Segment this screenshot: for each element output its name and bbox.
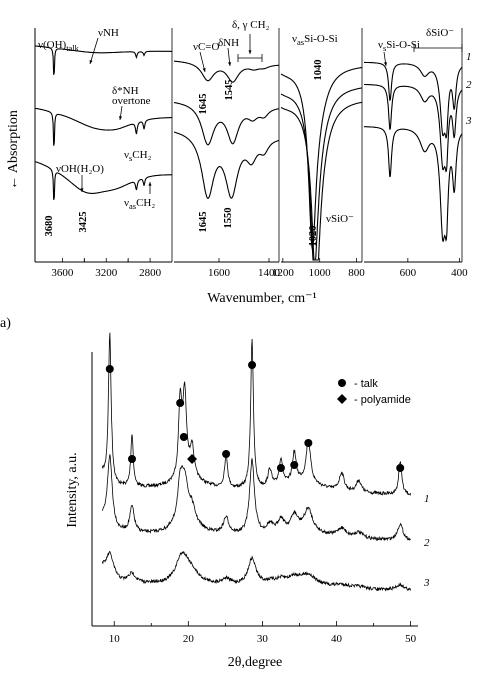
xrd-series-line <box>102 454 411 542</box>
legend-polyamide-marker <box>337 394 347 404</box>
ftir-tick-label: 3600 <box>51 267 74 279</box>
ftir-series-line <box>363 126 463 242</box>
ftir-label-1645-top: 1645 <box>198 94 209 115</box>
ftir-arrow-overtone-head <box>118 116 123 120</box>
ftir-label-1645-bottom: 1645 <box>198 212 209 233</box>
ftir-series-line <box>34 161 172 201</box>
ftir-series-label: 1 <box>466 51 472 63</box>
ftir-y-axis-title: ← Absorption <box>6 110 21 190</box>
ftir-tick-label: 1000 <box>309 267 332 279</box>
ftir-x-axis-title: Wavenumber, cm⁻¹ <box>207 291 316 306</box>
xrd-chart: 10 20 30 40 50 2θ,degree Intensity, a.u. 1 2 3 - t… <box>65 332 430 670</box>
xrd-legend: - talk - polyamide <box>337 378 411 406</box>
ftir-series-line <box>173 60 279 83</box>
xrd-talk-peak-marker <box>276 464 285 472</box>
xrd-polyamide-peak-marker <box>187 454 198 464</box>
ftir-series-line <box>280 66 363 250</box>
ftir-annotation-v-sio: νSiO⁻ <box>326 213 354 225</box>
ftir-annotation-oh-water: νOH(H₂O) <box>56 163 104 175</box>
xrd-series-label: 2 <box>424 537 430 549</box>
ftir-series-line <box>364 61 463 139</box>
xrd-talk-peak-marker <box>304 439 313 447</box>
ftir-tick-label: 3200 <box>95 267 118 279</box>
xrd-tick-label: 30 <box>257 633 269 645</box>
xrd-series-line <box>102 550 411 592</box>
ftir-arrow-co-head <box>202 68 206 72</box>
ftir-series-label: 2 <box>466 79 472 91</box>
ftir-annotation-delta-sio: δSiO⁻ <box>426 27 454 39</box>
ftir-series-line <box>280 101 363 261</box>
ftir-series-2 <box>34 83 463 261</box>
ftir-arrow-nh-head <box>89 60 93 64</box>
ftir-arrow-vs-sios-head <box>383 62 388 66</box>
ftir-series-line <box>173 101 280 146</box>
xrd-talk-peak-marker <box>222 450 231 458</box>
xrd-tick-label: 10 <box>109 633 121 645</box>
ftir-panel-label: a) <box>0 316 11 331</box>
ftir-label-3425: 3425 <box>78 212 89 233</box>
ftir-tick-label: 1200 <box>272 267 295 279</box>
xrd-series-label: 3 <box>423 577 430 589</box>
ftir-label-1020: 1020 <box>308 226 319 247</box>
ftir-tick-label: 800 <box>348 267 365 279</box>
ftir-series-line <box>364 83 463 173</box>
ftir-arrow-oh-water-head <box>80 188 84 192</box>
xrd-tick-label: 40 <box>331 633 343 645</box>
ftir-arrow-delta-ch2-head <box>248 50 252 54</box>
ftir-annotation-delta-nh: δNH <box>218 37 239 49</box>
xrd-y-axis-title: Intensity, a.u. <box>65 452 80 527</box>
xrd-series-line <box>102 332 411 496</box>
ftir-annotation-nh-overtone: δ*NH <box>112 85 139 97</box>
ftir-series-1 <box>35 45 463 250</box>
ftir-tick-label: 400 <box>451 267 468 279</box>
xrd-talk-peak-marker <box>105 365 114 373</box>
xrd-tick-label: 20 <box>183 633 195 645</box>
xrd-talk-peak-marker <box>179 433 188 441</box>
ftir-annotation-oh-talk: ν(OH)talk <box>38 39 80 53</box>
legend-label: - polyamide <box>354 394 411 406</box>
ftir-tick-label: 1600 <box>208 267 231 279</box>
ftir-label-1040: 1040 <box>313 60 324 81</box>
ftir-series-line <box>173 131 280 200</box>
ftir-annotation-vs-ch2: νsCH₂ <box>124 149 152 163</box>
ftir-label-3680: 3680 <box>44 216 55 237</box>
xrd-talk-peak-marker <box>128 455 137 463</box>
ftir-series-label: 3 <box>465 115 472 127</box>
ftir-annotation-nh-overtone-sub: overtone <box>112 95 151 107</box>
xrd-talk-peak-marker <box>248 361 257 369</box>
ftir-arrow-nh <box>89 37 99 65</box>
ftir-annotation-vas-sios: νasSi-O-Si <box>292 33 338 47</box>
ftir-annotation-co: νC=O <box>193 41 220 53</box>
legend-talk-marker <box>338 379 346 387</box>
xrd-tick-label: 50 <box>405 633 417 645</box>
xrd-x-axis-title: 2θ,degree <box>228 655 283 670</box>
xrd-series-label: 1 <box>424 493 430 505</box>
ftir-series-line <box>280 87 363 261</box>
ftir-tick-label: 1400 <box>258 267 281 279</box>
ftir-series-3 <box>34 101 463 261</box>
ftir-annotation-vas-ch2: νasCH₂ <box>124 197 155 211</box>
legend-label: - talk <box>354 378 378 390</box>
xrd-talk-peak-marker <box>290 461 299 469</box>
ftir-annotation-nh: νNH <box>98 27 119 39</box>
ftir-tick-label: 600 <box>400 267 417 279</box>
ftir-tick-label: 2800 <box>139 267 162 279</box>
ftir-annotation-vs-sios: νsSi-O-Si <box>378 39 420 53</box>
ftir-label-1550: 1550 <box>223 208 234 229</box>
ftir-series-line <box>34 107 172 146</box>
ftir-arrow-vas-ch2-head <box>148 182 152 186</box>
ftir-label-1545: 1545 <box>224 80 235 101</box>
xrd-talk-peak-marker <box>396 464 405 472</box>
ftir-arrow-delta-nh-head <box>228 62 232 66</box>
ftir-annotation-delta-gamma-ch2: δ, γ CH₂ <box>232 19 270 31</box>
xrd-talk-peak-marker <box>176 399 185 407</box>
ftir-series-line <box>35 45 172 75</box>
